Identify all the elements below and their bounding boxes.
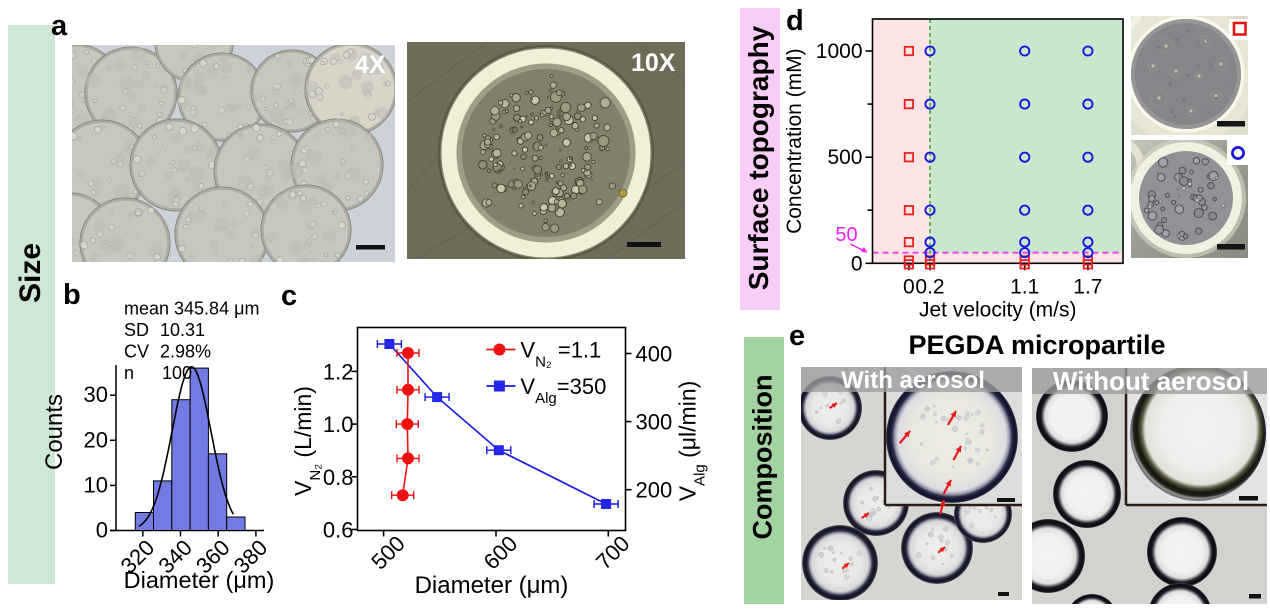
svg-text:1.1: 1.1 — [1010, 275, 1039, 298]
svg-text:2.98%: 2.98% — [160, 342, 211, 362]
svg-text:200: 200 — [636, 478, 673, 503]
svg-text:0: 0 — [851, 252, 863, 275]
svg-text:mean 345.84 μm: mean 345.84 μm — [124, 299, 259, 319]
svg-text:With aerosol: With aerosol — [841, 367, 985, 394]
svg-text:1000: 1000 — [816, 40, 863, 63]
svg-text:1.7: 1.7 — [1073, 275, 1102, 298]
svg-text:4X: 4X — [355, 51, 386, 79]
svg-text:0.2: 0.2 — [915, 275, 944, 298]
svg-text:Counts: Counts — [41, 394, 68, 470]
svg-text:100: 100 — [162, 363, 192, 383]
svg-text:10.31: 10.31 — [160, 320, 205, 340]
svg-text:50: 50 — [835, 224, 857, 246]
svg-text:n: n — [124, 363, 134, 383]
svg-text:SD: SD — [124, 320, 149, 340]
svg-text:Concentration (mM): Concentration (mM) — [786, 48, 806, 234]
svg-text:Without aerosol: Without aerosol — [1053, 368, 1249, 396]
svg-text:0: 0 — [96, 518, 108, 543]
svg-text:300: 300 — [636, 410, 673, 435]
svg-text:VAlg (μl/min): VAlg (μl/min) — [675, 381, 709, 502]
svg-text:10X: 10X — [631, 49, 676, 77]
svg-text:20: 20 — [84, 427, 108, 452]
svg-text:10: 10 — [84, 472, 108, 497]
svg-text:30: 30 — [84, 382, 108, 407]
svg-text:400: 400 — [636, 342, 673, 367]
svg-text:700: 700 — [591, 531, 635, 575]
svg-text:600: 600 — [479, 531, 523, 575]
svg-text:0: 0 — [903, 275, 915, 298]
svg-text:CV: CV — [124, 342, 149, 362]
svg-text:0.8: 0.8 — [323, 465, 354, 490]
svg-text:0.6: 0.6 — [323, 518, 354, 543]
svg-text:Diameter (μm): Diameter (μm) — [124, 567, 275, 593]
svg-text:1.0: 1.0 — [323, 412, 354, 437]
svg-text:1.2: 1.2 — [323, 359, 354, 384]
svg-text:Jet velocity (m/s): Jet velocity (m/s) — [919, 298, 1077, 321]
svg-text:Diameter (μm): Diameter (μm) — [415, 572, 569, 599]
svg-text:500: 500 — [827, 146, 862, 169]
svg-text:VN₂ (L/min): VN₂ (L/min) — [290, 386, 324, 496]
svg-text:500: 500 — [366, 531, 410, 575]
